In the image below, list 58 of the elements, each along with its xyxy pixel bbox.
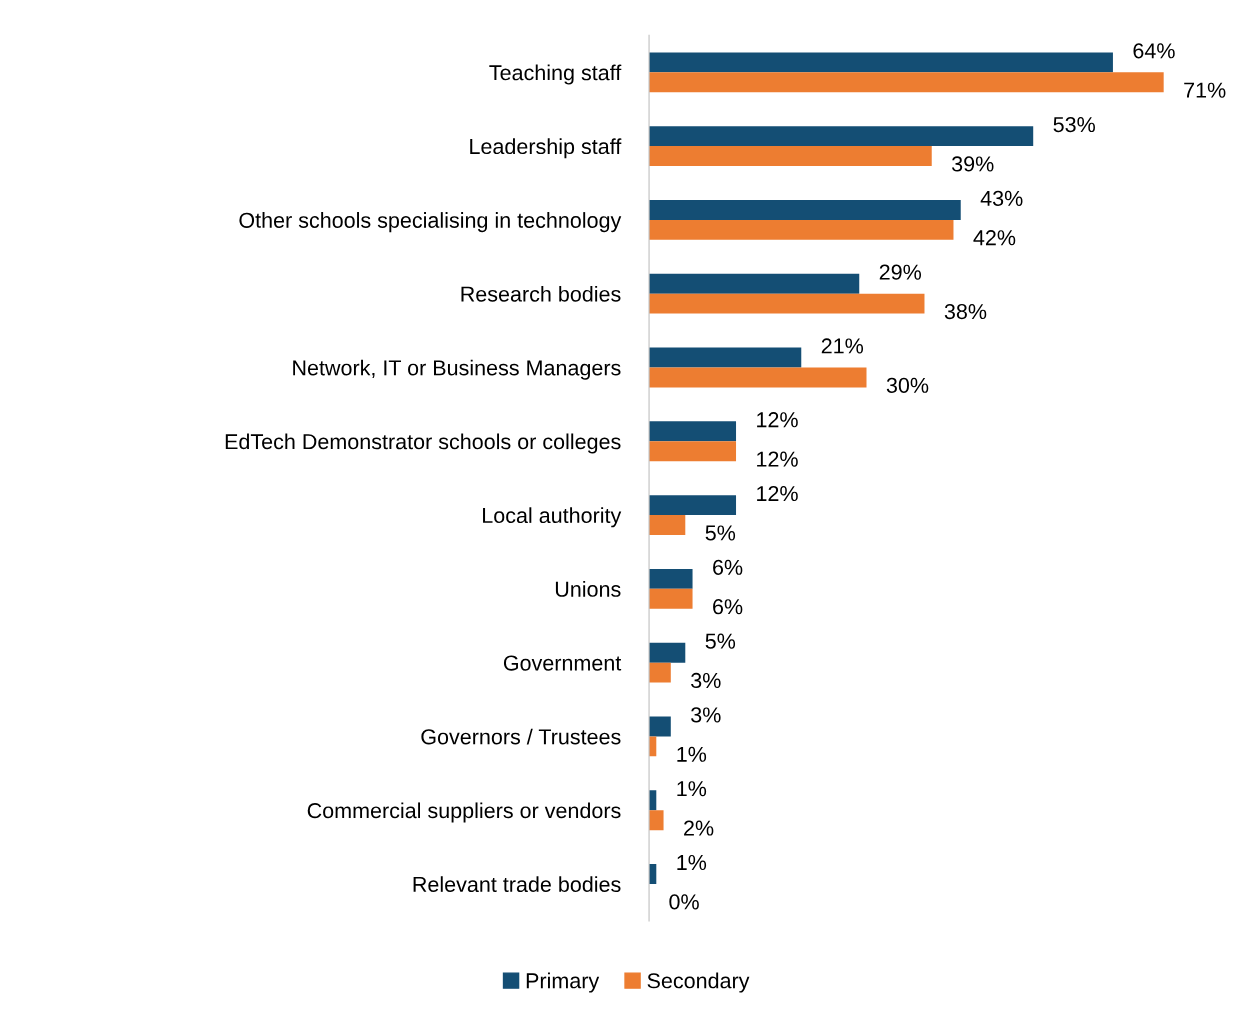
- bar: [649, 716, 671, 737]
- data-label: 38%: [944, 303, 987, 320]
- bar: [649, 367, 867, 388]
- bar: [649, 347, 802, 368]
- y-tick-label: EdTech Demonstrator schools or colleges: [225, 433, 621, 454]
- y-tick-label: Leadership staff: [470, 138, 622, 159]
- bar: [649, 642, 686, 663]
- bar: [649, 273, 860, 294]
- bar: [649, 495, 737, 516]
- bar: [649, 293, 925, 314]
- bar: [649, 515, 686, 535]
- data-label: 12%: [757, 412, 798, 428]
- bar: [649, 199, 961, 220]
- bar: [649, 441, 737, 462]
- bar: [649, 568, 693, 589]
- bar: [649, 126, 1034, 147]
- data-label: 5%: [705, 525, 736, 541]
- bar: [649, 219, 954, 240]
- data-label: 39%: [952, 156, 994, 172]
- data-label: 1%: [677, 746, 707, 762]
- data-label: 2%: [684, 820, 714, 836]
- y-tick-label: Network, IT or Business Managers: [293, 359, 621, 380]
- data-label: 12%: [757, 451, 798, 467]
- y-tick-label: Other schools specialising in technology: [239, 212, 622, 233]
- data-label: 29%: [879, 264, 922, 280]
- bar: [649, 72, 1164, 93]
- bar: [649, 146, 932, 167]
- y-tick-label: Local authority: [483, 507, 622, 528]
- data-label: 5%: [705, 633, 736, 649]
- data-label: 42%: [973, 230, 1016, 246]
- data-label: 6%: [713, 559, 743, 575]
- bar: [649, 810, 664, 831]
- data-label: 3%: [691, 672, 721, 689]
- y-tick-label: Relevant trade bodies: [413, 876, 621, 893]
- data-label: 53%: [1053, 116, 1095, 133]
- y-tick-label: Research bodies: [461, 285, 621, 302]
- bar: [649, 588, 693, 609]
- y-tick-label: Governors / Trustees: [421, 728, 621, 745]
- legend-label: Secondary: [647, 972, 750, 993]
- data-label: 1%: [677, 854, 707, 871]
- data-label: 30%: [886, 377, 929, 393]
- y-tick-label: Government: [503, 655, 622, 671]
- bar: [649, 421, 737, 442]
- data-label: 3%: [691, 707, 721, 723]
- data-label: 21%: [821, 338, 864, 354]
- bar: [649, 52, 1113, 73]
- data-label: 12%: [757, 485, 798, 502]
- data-label: 64%: [1133, 43, 1175, 59]
- y-tick-label: Unions: [555, 581, 621, 597]
- data-label: 71%: [1184, 82, 1226, 98]
- y-tick-label: Teaching staff: [489, 64, 622, 85]
- bar: [649, 662, 671, 683]
- data-label: 43%: [980, 190, 1023, 206]
- y-tick-label: Commercial suppliers or vendors: [307, 802, 621, 823]
- legend-label: Primary: [526, 972, 600, 993]
- data-label: 0%: [669, 894, 699, 910]
- data-label: 1%: [677, 781, 707, 797]
- data-label: 6%: [713, 599, 743, 615]
